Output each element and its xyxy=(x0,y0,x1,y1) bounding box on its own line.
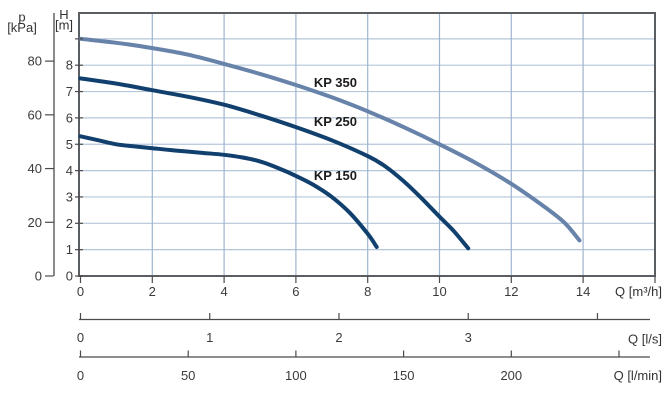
curve-label-kp-350: KP 350 xyxy=(314,75,357,90)
curve-kp-150 xyxy=(78,134,379,249)
flow-lmin-tick-label: 0 xyxy=(77,368,84,383)
head-tick-label: 4 xyxy=(66,163,73,178)
flow-axis-label-m3h: Q [m³/h] xyxy=(615,284,662,299)
head-axis-unit: [m] xyxy=(55,18,73,33)
flow-lmin-tick-label: 50 xyxy=(181,368,195,383)
head-tick-label: 8 xyxy=(66,58,73,73)
flow-lmin-tick-label: 100 xyxy=(285,368,307,383)
flow-m3h-tick-label: 6 xyxy=(292,284,299,299)
flow-ls-tick-label: 3 xyxy=(465,330,472,345)
flow-ls-tick-label: 2 xyxy=(335,330,342,345)
curve-kp-250 xyxy=(78,76,471,251)
head-axis-symbol: H xyxy=(59,7,68,22)
head-tick-label: 0 xyxy=(66,269,73,284)
pressure-tick-label: 60 xyxy=(28,107,42,122)
flow-lmin-tick-label: 200 xyxy=(500,368,522,383)
flow-m3h-tick-label: 14 xyxy=(576,284,590,299)
head-tick-label: 2 xyxy=(66,216,73,231)
flow-m3h-tick-label: 2 xyxy=(149,284,156,299)
curve-kp-350 xyxy=(78,36,582,243)
flow-m3h-tick-label: 12 xyxy=(504,284,518,299)
pressure-tick-label: 40 xyxy=(28,161,42,176)
pressure-axis-unit: [kPa] xyxy=(7,20,37,35)
flow-m3h-tick-label: 10 xyxy=(432,284,446,299)
flow-lmin-tick-label: 150 xyxy=(393,368,415,383)
flow-axis-label-lmin: Q [l/min] xyxy=(614,368,662,383)
head-tick-label: 6 xyxy=(66,110,73,125)
head-tick-label: 5 xyxy=(66,137,73,152)
flow-m3h-tick-label: 8 xyxy=(364,284,371,299)
flow-ls-tick-label: 1 xyxy=(206,330,213,345)
flow-m3h-tick-label: 4 xyxy=(220,284,227,299)
curve-label-kp-150: KP 150 xyxy=(314,168,357,183)
pressure-axis-symbol: p xyxy=(18,10,25,25)
flow-m3h-tick-label: 0 xyxy=(77,284,84,299)
head-tick-label: 3 xyxy=(66,189,73,204)
pressure-tick-label: 0 xyxy=(35,269,42,284)
flow-axis-label-ls: Q [l/s] xyxy=(628,332,662,347)
flow-ls-tick-label: 0 xyxy=(77,330,84,345)
pressure-tick-label: 80 xyxy=(28,54,42,69)
head-tick-label: 7 xyxy=(66,84,73,99)
curve-label-kp-250: KP 250 xyxy=(314,114,357,129)
pressure-tick-label: 20 xyxy=(28,215,42,230)
head-tick-label: 1 xyxy=(66,242,73,257)
